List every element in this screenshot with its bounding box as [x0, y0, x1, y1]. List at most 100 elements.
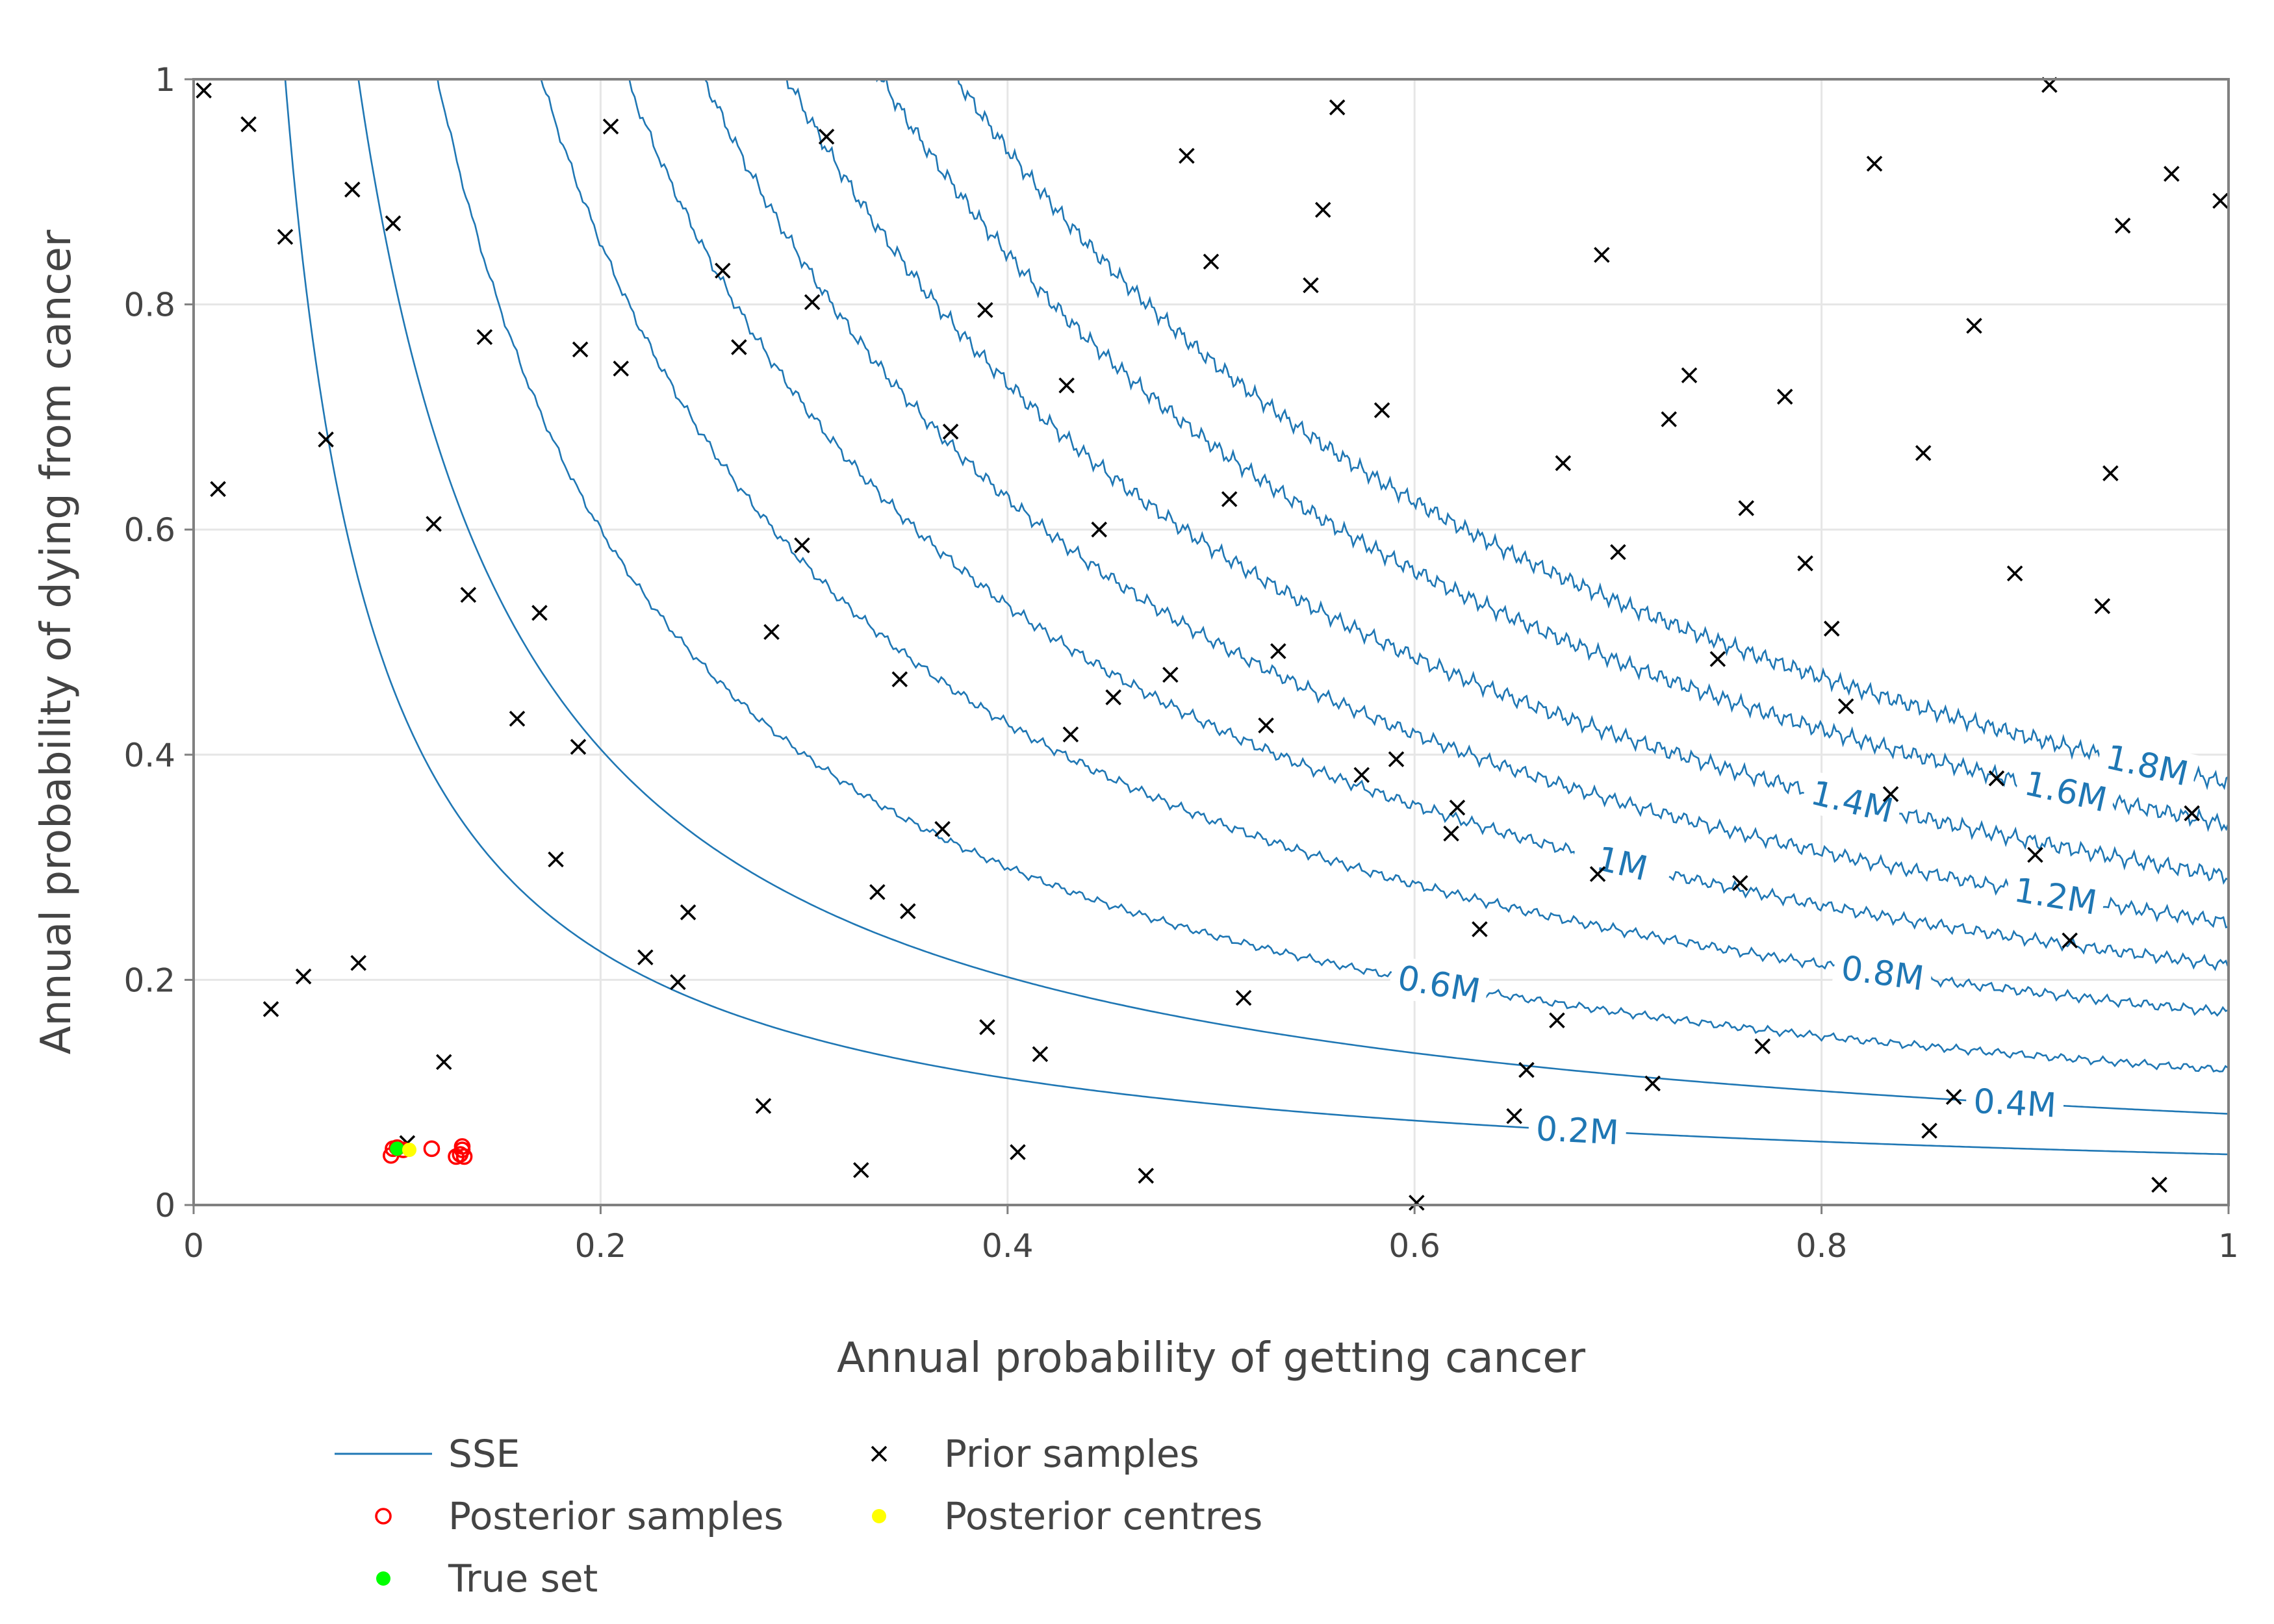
prior-sample-point [680, 904, 696, 920]
prior-sample-point [1681, 367, 1698, 384]
prior-sample-point [1823, 620, 1840, 637]
prior-sample-point [277, 229, 294, 245]
prior-sample-point [460, 587, 477, 603]
posterior-sample-point [454, 1138, 471, 1155]
prior-sample-point [1915, 445, 1932, 461]
prior-sample-point [1837, 698, 1854, 715]
prior-sample-point [295, 968, 312, 985]
prior-sample-point [1594, 247, 1610, 263]
prior-sample-point [1921, 1123, 1937, 1139]
prior-sample-point [1797, 555, 1813, 572]
contour-level-label: 0.6M [1395, 958, 1483, 1011]
prior-sample-point [1661, 411, 1677, 427]
prior-sample-point [1058, 377, 1075, 394]
legend-dot-symbol [376, 1571, 390, 1586]
prior-sample-point [1409, 1195, 1425, 1211]
prior-sample-point [853, 1162, 869, 1178]
prior-sample-point [1945, 1089, 1962, 1105]
prior-sample-point [1776, 388, 1793, 405]
legend-item: True set [376, 1556, 598, 1601]
legend-label: SSE [448, 1432, 520, 1476]
sse-contour-line [628, 79, 2229, 972]
contour-level-label: 1M [1593, 839, 1652, 889]
prior-sample-point [602, 118, 619, 135]
prior-samples-series [196, 77, 2229, 1211]
contour-label-background [1831, 946, 1934, 1000]
sse-contour-line [786, 79, 2229, 885]
prior-sample-point [1966, 318, 1982, 334]
prior-sample-point [2062, 932, 2078, 949]
prior-sample-point [2114, 218, 2131, 234]
x-axis-ticks: 0 0.2 0.4 0.6 0.8 1 [183, 1205, 2239, 1265]
y-tick-label: 0.4 [123, 737, 175, 774]
y-tick-label: 0.8 [123, 286, 175, 324]
prior-sample-point [1709, 651, 1726, 667]
sse-contours [284, 79, 2229, 1156]
prior-sample-point [755, 1098, 772, 1114]
sse-contour-line [437, 79, 2229, 1073]
prior-sample-point [2006, 565, 2023, 582]
prior-sample-point [1518, 1061, 1535, 1078]
prior-sample-point [240, 116, 257, 133]
y-tick-label: 1 [155, 61, 175, 99]
sse-contour-line [957, 79, 2229, 791]
y-axis-ticks: 0 0.2 0.4 0.6 0.8 1 [123, 61, 194, 1224]
y-tick-label: 0.2 [123, 961, 175, 999]
prior-sample-point [804, 294, 821, 311]
prior-sample-point [1221, 491, 1238, 507]
prior-sample-point [531, 605, 548, 621]
contour-label-background [1527, 1107, 1628, 1154]
prior-sample-point [900, 903, 916, 919]
prior-sample-point [1644, 1075, 1661, 1092]
prior-sample-point [435, 1054, 452, 1071]
legend-item: Posterior samples [375, 1494, 784, 1538]
contour-label-background [1800, 770, 1905, 833]
prior-sample-point [731, 339, 747, 355]
contour-level-label: 0.2M [1535, 1110, 1620, 1153]
prior-sample-point [1988, 770, 2005, 787]
prior-sample-point [570, 739, 587, 755]
legend: SSE Prior samples Posterior samples Posteri… [335, 1432, 1262, 1601]
x-tick-label: 0 [183, 1227, 204, 1265]
prior-sample-point [613, 361, 629, 377]
prior-sample-point [1506, 1108, 1522, 1124]
sse-contour-line [357, 79, 2229, 1115]
prior-sample-point [1062, 726, 1079, 742]
prior-sample-point [572, 341, 589, 358]
posterior-centre-point [402, 1143, 416, 1158]
prior-sample-point [2164, 166, 2180, 182]
prior-sample-point [1270, 643, 1286, 659]
prior-sample-point [1032, 1046, 1049, 1063]
prior-sample-point [318, 431, 334, 448]
prior-sample-point [1235, 989, 1252, 1006]
contour-label-background [1570, 831, 1675, 895]
contour-label-background [2004, 867, 2107, 925]
prior-sample-point [934, 820, 951, 837]
prior-sample-point [2184, 805, 2200, 822]
prior-sample-point [210, 481, 226, 498]
prior-sample-point [891, 671, 908, 687]
prior-sample-point [715, 262, 731, 279]
prior-sample-point [1138, 1167, 1155, 1184]
prior-sample-point [426, 516, 442, 532]
prior-sample-point [509, 711, 526, 727]
sse-contour-line [284, 79, 2229, 1156]
posterior-sample-point [455, 1148, 473, 1165]
prior-sample-point [1303, 277, 1319, 294]
prior-sample-point [1472, 921, 1488, 937]
prior-sample-point [1549, 1012, 1565, 1029]
prior-sample-point [977, 301, 993, 318]
y-tick-label: 0 [155, 1187, 175, 1224]
prior-sample-point [818, 129, 835, 145]
prior-sample-point [196, 82, 212, 99]
prior-sample-point [1866, 155, 1883, 172]
prior-sample-point [637, 949, 654, 966]
prior-sample-point [1738, 500, 1754, 516]
prior-sample-point [548, 851, 564, 868]
prior-sample-point [1179, 147, 1195, 164]
prior-sample-point [1314, 201, 1331, 218]
prior-sample-point [763, 624, 780, 641]
prior-sample-point [670, 974, 686, 991]
sse-contour-line [540, 79, 2229, 1017]
x-tick-label: 1 [2218, 1227, 2239, 1265]
